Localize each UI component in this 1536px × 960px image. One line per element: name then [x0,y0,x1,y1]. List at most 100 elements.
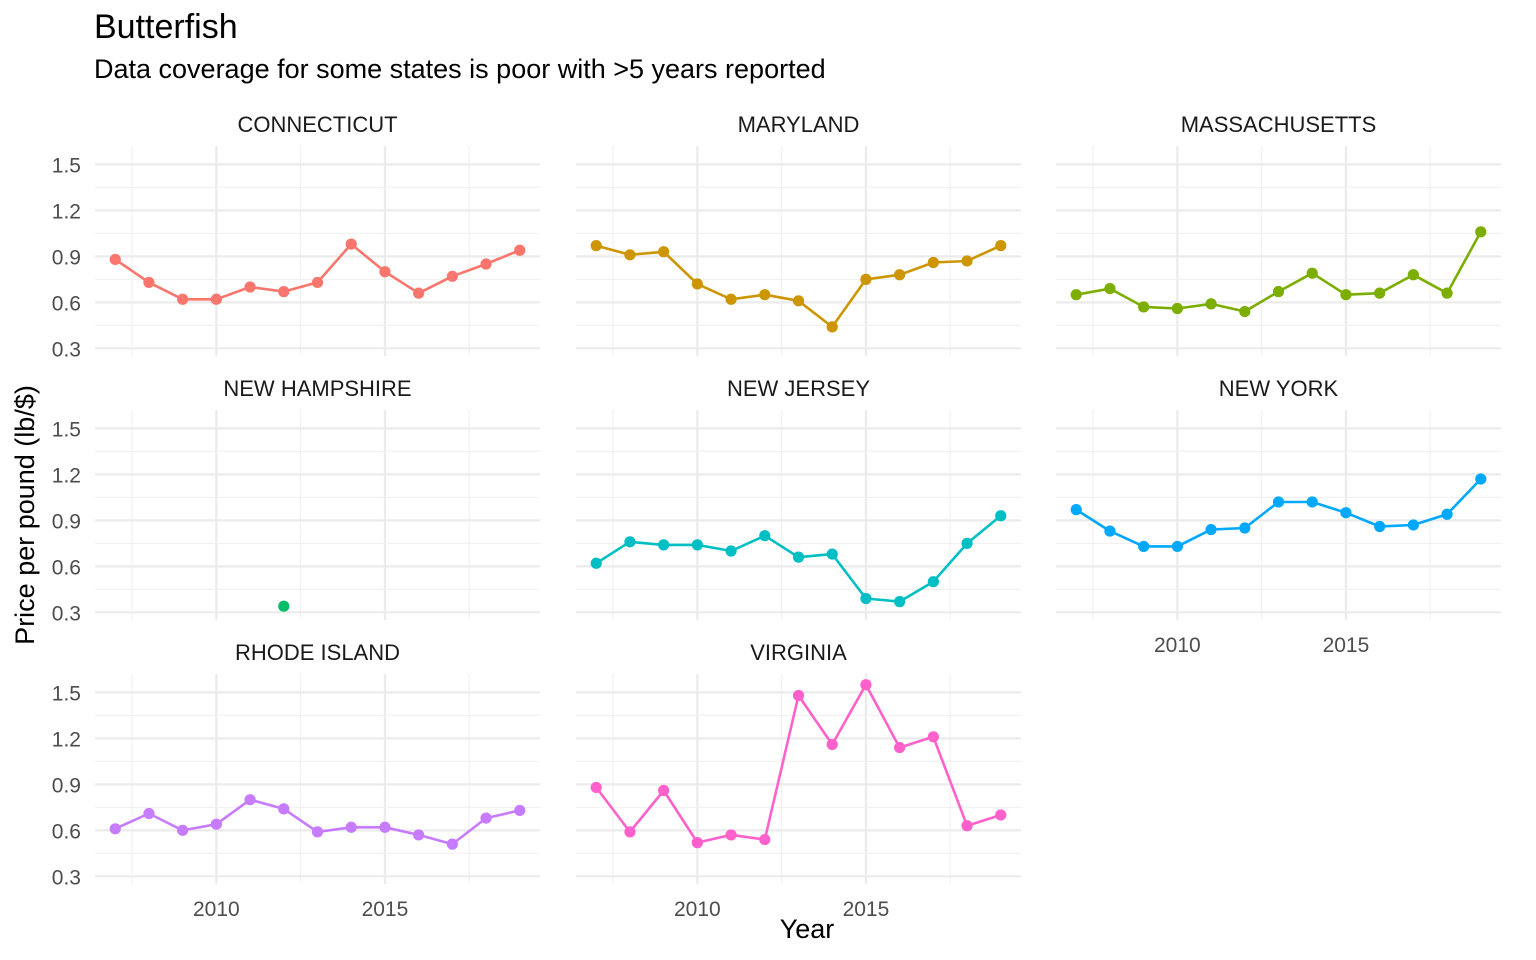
series-line-connecticut [114,242,521,301]
data-point-maryland [725,293,737,305]
series-line-maryland [595,244,1002,329]
data-point-virginia [792,689,805,702]
facet-label-massachusetts: MASSACHUSETTS [1181,112,1377,137]
data-point-new-jersey [624,536,636,548]
data-point-new-jersey [725,545,737,557]
data-point-rhode-island [244,794,256,806]
data-point-new-york [1306,496,1318,508]
facet-label-rhode-island: RHODE ISLAND [235,640,400,665]
data-point-rhode-island [109,823,121,835]
data-point-massachusetts [1340,289,1352,301]
data-point-new-york [1205,523,1217,536]
data-point-maryland [860,273,872,285]
data-point-connecticut [143,276,155,289]
data-point-massachusetts [1475,226,1487,238]
data-point-rhode-island [514,804,526,817]
x-tick-label: 2010 [674,898,721,921]
facet-label-new-york: NEW YORK [1219,376,1339,401]
y-tick-label: 0.3 [52,338,81,361]
data-point-virginia [927,731,939,743]
chart-title: Butterfish [94,8,238,46]
series-line-virginia [595,683,1002,844]
data-point-new-york [1104,525,1116,537]
series-line-new-york [1075,478,1482,548]
data-point-connecticut [379,266,391,278]
data-point-massachusetts [1306,267,1318,279]
data-point-massachusetts [1205,298,1217,310]
data-point-rhode-island [379,821,391,833]
data-point-rhode-island [446,838,458,850]
chart-subtitle: Data coverage for some states is poor wi… [94,54,826,84]
data-point-maryland [894,269,906,281]
y-tick-label: 0.3 [52,602,81,625]
data-point-rhode-island [143,807,155,820]
data-point-maryland [658,246,670,258]
data-point-virginia [691,837,703,849]
data-point-virginia [860,679,872,691]
data-point-connecticut [244,281,256,293]
data-point-new-york [1070,504,1082,516]
y-tick-label: 0.3 [52,866,81,889]
data-point-maryland [792,295,805,307]
y-tick-label: 0.6 [52,820,81,843]
data-point-new-jersey [894,596,906,608]
y-tick-label: 0.6 [52,556,81,579]
data-point-new-jersey [995,510,1007,522]
data-point-new-york [1441,508,1453,520]
y-tick-label: 0.6 [52,292,81,315]
data-point-massachusetts [1407,269,1419,281]
data-point-massachusetts [1070,289,1082,301]
data-point-connecticut [413,287,425,299]
data-point-massachusetts [1138,301,1150,313]
data-point-connecticut [311,276,324,289]
data-point-connecticut [480,258,492,270]
data-point-new-jersey [658,539,670,551]
y-tick-label: 1.2 [52,728,81,751]
data-point-new-york [1272,496,1285,508]
facet-label-virginia: VIRGINIA [750,640,847,665]
y-tick-label: 1.5 [52,418,81,441]
y-tick-label: 1.5 [52,682,81,705]
series-line-massachusetts [1075,231,1482,313]
data-point-new-jersey [590,557,602,569]
data-point-virginia [826,738,838,751]
data-point-new-jersey [927,576,939,588]
data-point-new-jersey [860,592,872,605]
data-point-new-jersey [826,548,838,560]
data-point-maryland [759,289,771,301]
data-point-maryland [995,240,1007,252]
x-axis-title: Year [780,914,835,944]
data-point-virginia [658,784,670,797]
y-tick-label: 0.9 [52,510,81,533]
data-point-virginia [995,809,1007,821]
data-point-maryland [624,249,636,261]
data-point-rhode-island [311,826,324,838]
data-point-connecticut [446,270,458,282]
data-point-connecticut [514,244,526,256]
data-point-connecticut [345,238,357,250]
data-point-new-hampshire [278,600,290,612]
data-point-new-york [1138,540,1150,553]
data-point-maryland [961,255,973,267]
data-point-massachusetts [1239,305,1251,318]
y-axis-title: Price per pound (lb/$) [10,385,40,645]
x-tick-label: 2015 [1323,634,1370,657]
data-point-new-york [1340,507,1352,519]
data-point-maryland [691,278,703,290]
data-point-rhode-island [413,829,425,841]
data-point-new-jersey [961,537,973,549]
x-tick-label: 2015 [362,898,409,921]
data-point-massachusetts [1441,287,1453,299]
y-tick-label: 0.9 [52,774,81,797]
data-point-maryland [590,240,602,252]
data-point-new-york [1374,520,1386,533]
data-point-new-york [1239,522,1251,534]
data-point-rhode-island [345,821,357,833]
data-point-connecticut [278,286,290,298]
data-point-virginia [624,826,636,838]
data-point-connecticut [177,293,189,305]
data-point-maryland [826,321,838,333]
data-point-rhode-island [278,803,290,815]
data-point-connecticut [210,293,222,305]
data-point-maryland [927,256,939,269]
